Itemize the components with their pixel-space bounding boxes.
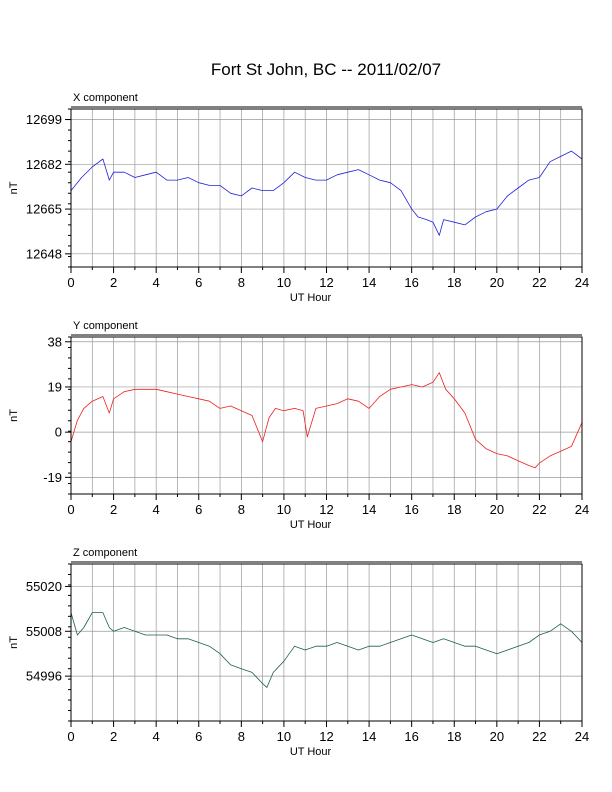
x-tick-label: 16 <box>404 275 418 290</box>
x-tick-label: 10 <box>277 729 291 744</box>
x-tick-label: 14 <box>362 275 376 290</box>
x-tick-label: 0 <box>67 729 74 744</box>
x-tick-label: 0 <box>67 502 74 517</box>
x-tick-label: 18 <box>447 502 461 517</box>
series-line <box>70 150 583 236</box>
x-tick-label: 20 <box>490 502 504 517</box>
x-tick-label: 4 <box>153 729 160 744</box>
x-tick-label: 24 <box>575 275 589 290</box>
x-tick-label: 6 <box>195 275 202 290</box>
y-tick-label: 19 <box>48 379 62 394</box>
x-tick-label: 16 <box>404 729 418 744</box>
x-tick-label: 8 <box>238 275 245 290</box>
x-axis-label: UT Hour <box>290 292 332 304</box>
x-tick-label: 2 <box>110 502 117 517</box>
y-tick-label: 54996 <box>26 669 62 684</box>
x-tick-label: 12 <box>319 729 333 744</box>
x-tick-label: 18 <box>447 275 461 290</box>
x-tick-label: 14 <box>362 502 376 517</box>
y-tick-label: 0 <box>55 425 62 440</box>
x-tick-label: 8 <box>238 729 245 744</box>
x-tick-label: 6 <box>195 729 202 744</box>
x-tick-label: 22 <box>532 729 546 744</box>
x-axis-label: UT Hour <box>290 519 332 531</box>
x-tick-label: 6 <box>195 502 202 517</box>
x-tick-label: 4 <box>153 275 160 290</box>
x-tick-label: 2 <box>110 275 117 290</box>
x-tick-label: 20 <box>490 275 504 290</box>
x-tick-label: 10 <box>277 275 291 290</box>
panel-title: Y component <box>73 320 138 332</box>
x-tick-label: 12 <box>319 275 333 290</box>
panel-title: X component <box>73 92 138 104</box>
y-axis-label: nT <box>8 409 20 422</box>
x-tick-label: 14 <box>362 729 376 744</box>
x-tick-label: 24 <box>575 729 589 744</box>
y-tick-label: 12665 <box>26 202 62 217</box>
x-tick-label: 2 <box>110 729 117 744</box>
y-tick-label: 55020 <box>26 579 62 594</box>
y-tick-label: 12648 <box>26 246 62 261</box>
y-tick-label: -19 <box>43 470 62 485</box>
series-line <box>70 612 583 688</box>
x-tick-label: 24 <box>575 502 589 517</box>
y-tick-label: 12682 <box>26 157 62 172</box>
y-axis-label: nT <box>8 181 20 194</box>
x-tick-label: 12 <box>319 502 333 517</box>
x-tick-label: 22 <box>532 275 546 290</box>
x-tick-label: 4 <box>153 502 160 517</box>
x-tick-label: 18 <box>447 729 461 744</box>
y-tick-label: 55008 <box>26 624 62 639</box>
y-tick-label: 38 <box>48 334 62 349</box>
y-axis-label: nT <box>8 636 20 649</box>
x-tick-label: 10 <box>277 502 291 517</box>
panel-title: Z component <box>73 547 137 559</box>
x-tick-label: 20 <box>490 729 504 744</box>
x-axis-label: UT Hour <box>290 746 332 758</box>
x-tick-label: 22 <box>532 502 546 517</box>
x-tick-label: 0 <box>67 275 74 290</box>
x-tick-label: 16 <box>404 502 418 517</box>
y-tick-label: 12699 <box>26 112 62 127</box>
chart-title: Fort St John, BC -- 2011/02/07 <box>211 60 441 79</box>
series-line <box>70 372 583 469</box>
x-tick-label: 8 <box>238 502 245 517</box>
